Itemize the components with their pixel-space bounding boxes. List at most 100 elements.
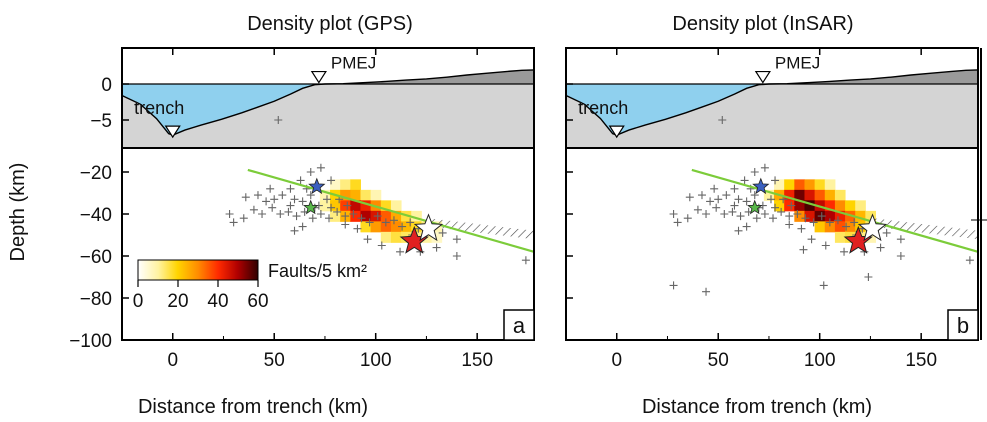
colorbar-gradient	[137, 259, 259, 281]
land-topography	[758, 69, 978, 85]
y-tick-label: −40	[80, 205, 112, 226]
density-cell	[794, 179, 805, 191]
seismicity-cross	[669, 210, 678, 218]
seismicity-cross	[365, 218, 374, 227]
seismicity-cross	[296, 176, 305, 185]
density-cell	[814, 179, 826, 191]
seismicity-cross	[685, 193, 694, 202]
seismicity-cross	[284, 207, 293, 216]
seismicity-cross	[438, 228, 447, 237]
x-tick-label: 0	[611, 350, 622, 371]
seismicity-cross	[298, 222, 307, 231]
y-tick-label: −100	[69, 331, 112, 352]
green-star-icon	[303, 199, 319, 215]
density-cell	[380, 200, 392, 212]
seismicity-cross	[253, 191, 262, 200]
seismicity-cross	[750, 168, 759, 176]
x-tick-label: 100	[804, 350, 836, 371]
density-cell	[360, 221, 372, 233]
density-cell	[784, 179, 795, 191]
seismicity-cross	[292, 212, 301, 221]
density-cell	[824, 200, 836, 212]
seismicity-cross	[730, 201, 739, 210]
seismicity-cross	[842, 222, 851, 231]
density-cell	[431, 231, 443, 243]
seismicity-cross	[817, 212, 826, 221]
seismicity-cross	[771, 203, 780, 212]
seismicity-cross	[452, 235, 461, 244]
seismicity-cross	[722, 191, 731, 200]
seismicity-cross	[882, 228, 891, 237]
seismicity-cross	[787, 201, 796, 210]
station-marker-icon	[754, 70, 771, 84]
interface-hatch	[428, 218, 534, 240]
seismicity-cross	[325, 214, 334, 223]
white-star-icon	[857, 213, 888, 242]
density-cell	[834, 221, 846, 233]
colorbar-tick-label: 20	[167, 291, 188, 312]
seismicity-cross	[357, 214, 366, 223]
density-cell	[319, 189, 331, 201]
seismicity-cross	[710, 184, 719, 193]
density-cell	[330, 200, 341, 212]
seismicity-cross	[398, 222, 407, 231]
seismicity-cross	[766, 195, 775, 204]
seismicity-cross	[750, 191, 759, 200]
seismicity-cross	[728, 207, 737, 216]
seismicity-cross	[785, 220, 794, 229]
seismicity-cross	[785, 212, 794, 221]
seismicity-cross	[308, 214, 317, 223]
density-cell	[390, 210, 402, 222]
seismicity-cross	[801, 214, 810, 223]
lower-frame	[121, 147, 535, 341]
y-tick-label: −80	[80, 289, 112, 310]
seismicity-cross	[381, 218, 390, 227]
density-cell	[319, 200, 331, 212]
seismicity-cross	[734, 195, 743, 204]
y-tick-label: 0	[101, 75, 112, 96]
density-cell	[360, 189, 372, 201]
density-cell	[380, 231, 392, 243]
seismicity-cross	[896, 252, 905, 260]
density-cell	[340, 179, 351, 191]
seismicity-cross	[241, 193, 250, 202]
density-cell	[370, 189, 382, 201]
seismicity-cross	[752, 214, 761, 223]
y-axis-label: Depth (km)	[7, 163, 29, 262]
seismicity-cross	[262, 197, 271, 206]
density-cell	[774, 179, 785, 191]
seismicity-cross	[290, 195, 299, 204]
density-cell	[350, 200, 361, 212]
seismicity-cross	[327, 203, 336, 212]
density-cell	[845, 221, 856, 233]
panel-label-box	[503, 309, 535, 341]
seismicity-cross	[797, 224, 806, 233]
seismicity-cross	[693, 205, 702, 214]
x-tick-label: 50	[708, 350, 729, 371]
colorbar-label: Faults/5 km²	[268, 261, 367, 281]
colorbar-tick-label: 60	[247, 291, 268, 312]
density-cell	[865, 210, 877, 222]
density-cell	[824, 210, 836, 222]
density-cell	[350, 179, 361, 191]
density-cell	[390, 221, 402, 233]
seismicity-cross	[396, 247, 405, 256]
station-marker-icon	[310, 70, 327, 84]
seismicity-cross	[760, 163, 769, 172]
density-cell	[340, 189, 351, 201]
density-cell	[794, 200, 805, 212]
seismicity-cross	[373, 212, 382, 221]
density-cell	[834, 189, 846, 201]
panel-a-title: Density plot (GPS)	[247, 13, 413, 35]
density-cell	[370, 221, 382, 233]
density-cell	[390, 200, 402, 212]
seismicity-cross	[876, 243, 885, 252]
trench-label: trench	[578, 98, 628, 118]
seismicity-cross	[720, 210, 729, 218]
panel-a-plot-area: trench PMEJ 0 50 100 150 0 −5 −20 −40 −60 −80 −100 a	[69, 47, 535, 371]
seismicity-cross	[734, 226, 743, 235]
seismicity-cross	[683, 214, 692, 223]
seismicity-cross	[341, 220, 350, 229]
seismicity-cross	[799, 245, 808, 254]
